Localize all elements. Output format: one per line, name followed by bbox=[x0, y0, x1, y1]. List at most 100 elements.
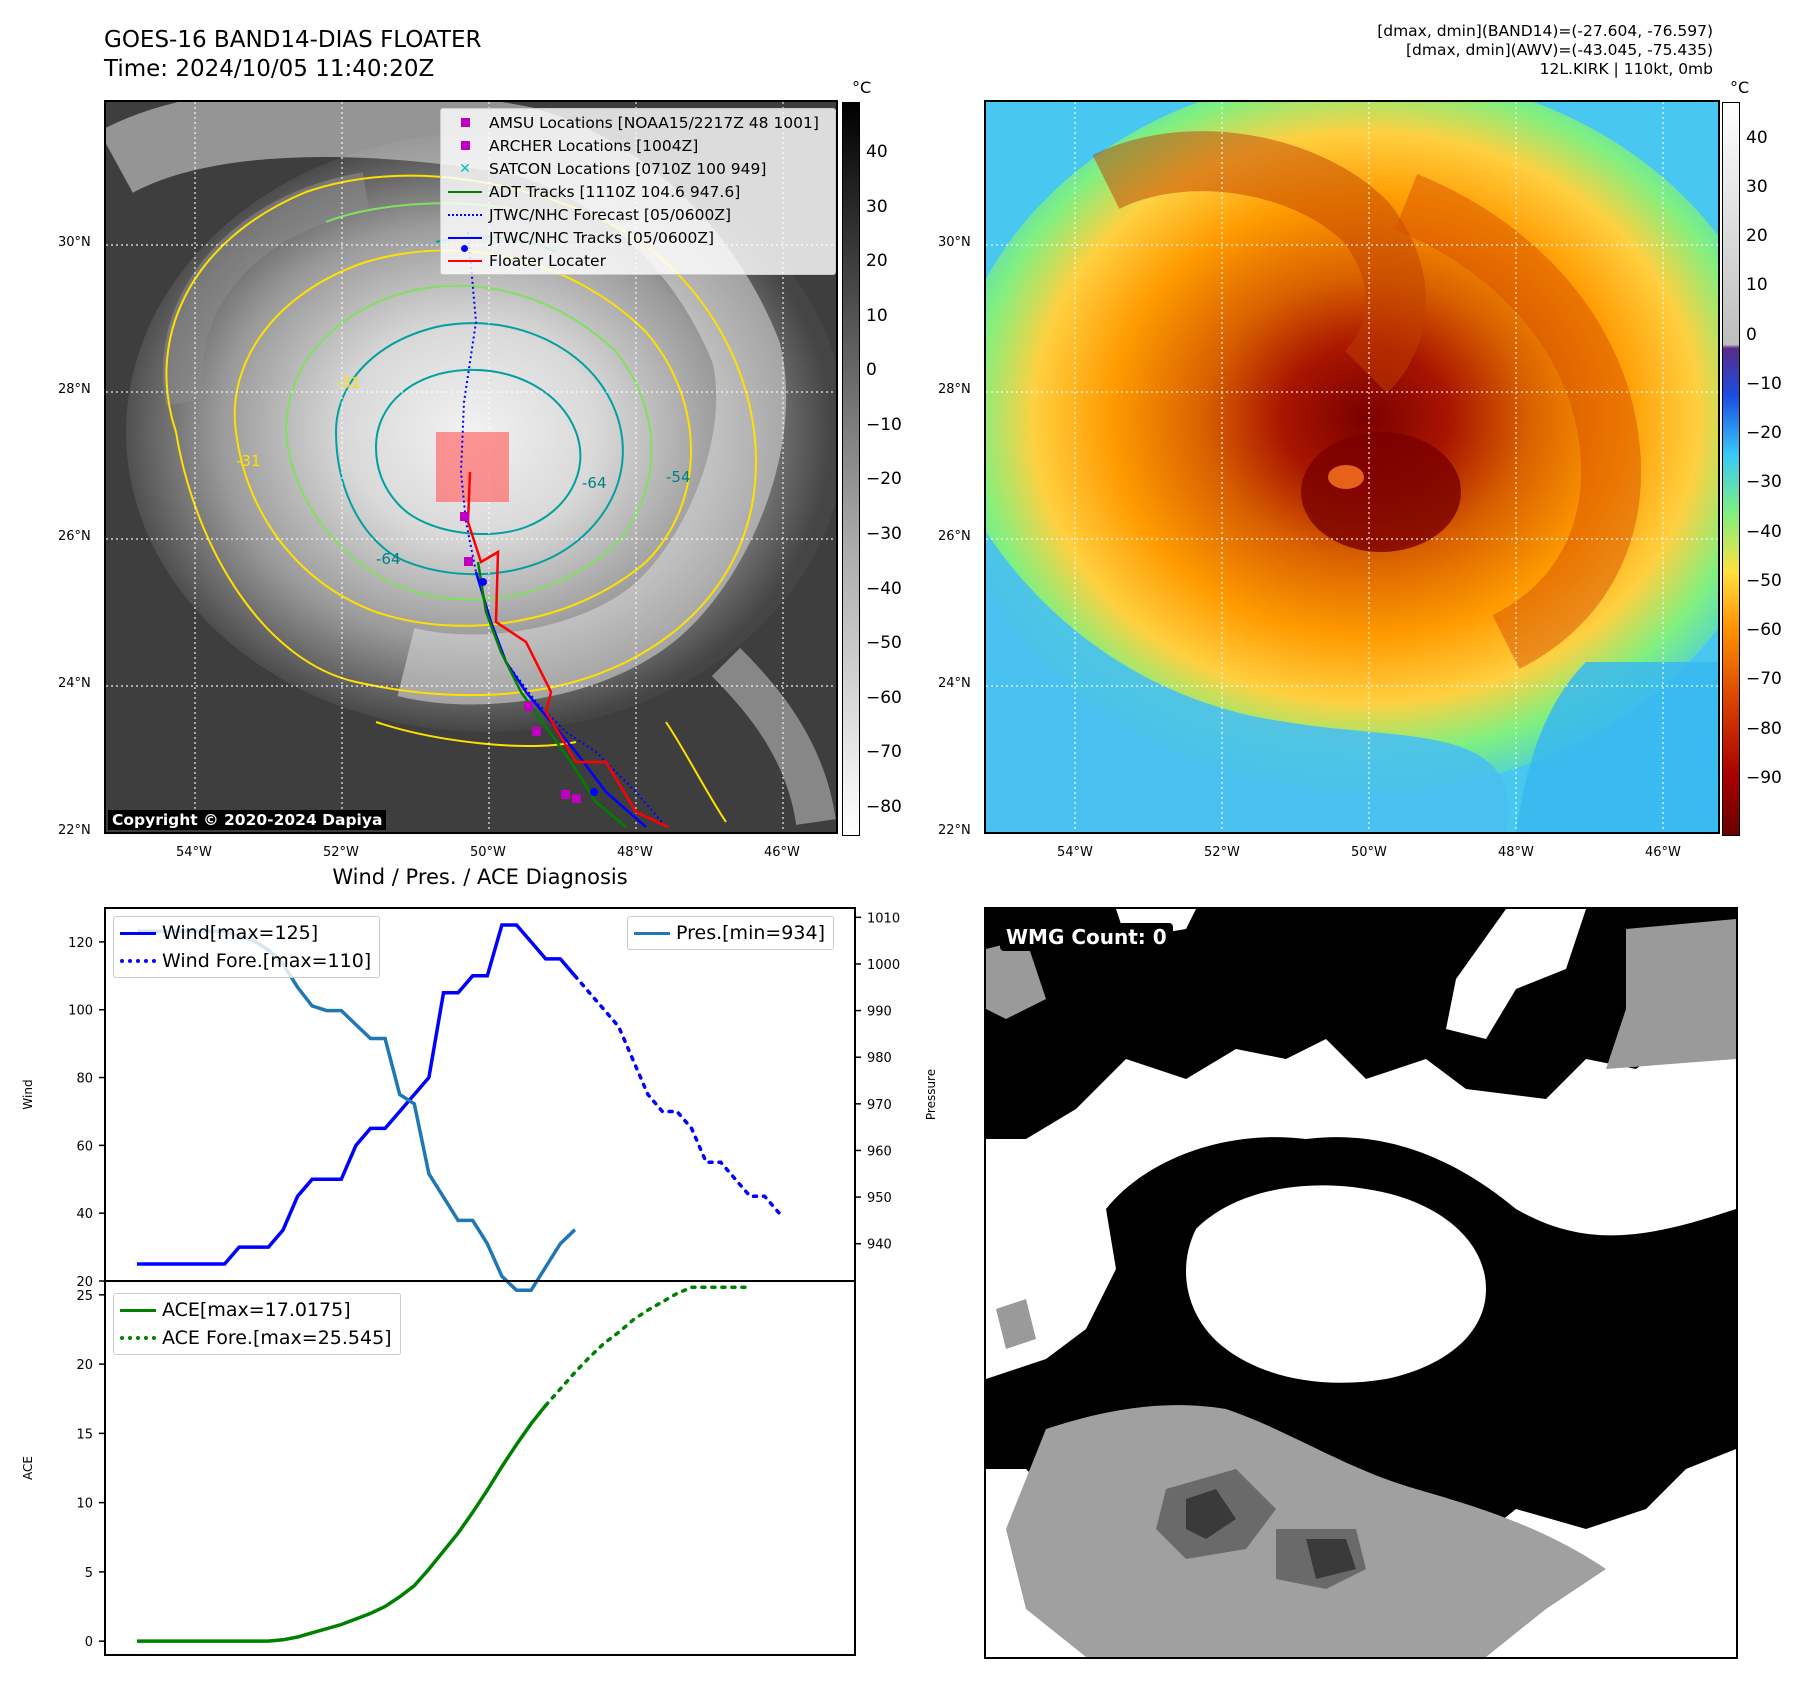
colorbar-tick: 10 bbox=[1746, 275, 1768, 296]
legend-item-amsu: AMSU Locations [NOAA15/2217Z 48 1001] bbox=[441, 111, 835, 134]
y-axis-label: ACE bbox=[21, 1456, 35, 1480]
floater-track bbox=[466, 471, 669, 829]
series-line-2 bbox=[137, 929, 577, 1293]
y-tick-label: 100 bbox=[68, 1004, 93, 1019]
colorbar-tick: −70 bbox=[1746, 669, 1782, 690]
legend-marker bbox=[114, 1308, 162, 1312]
legend-item-satcon: ✕ SATCON Locations [0710Z 100 949] bbox=[441, 157, 835, 180]
y-tick-label: 60 bbox=[76, 1139, 93, 1154]
colorbar-tick: 0 bbox=[866, 360, 877, 381]
legend-marker bbox=[114, 959, 162, 963]
colorbar-tick: 40 bbox=[866, 142, 888, 163]
ace-legend: ACE[max=17.0175] ACE Fore.[max=25.545] bbox=[113, 1293, 401, 1355]
y-tick-label: 120 bbox=[68, 936, 93, 951]
lat-label: 30°N bbox=[58, 235, 91, 250]
grayscale-colorbar bbox=[842, 102, 860, 836]
colorbar-tick: −80 bbox=[866, 796, 902, 817]
pressure-legend: Pres.[min=934] bbox=[627, 916, 834, 950]
legend-marker bbox=[114, 931, 162, 935]
colorbar-tick: −60 bbox=[866, 687, 902, 708]
lon-label: 46°W bbox=[764, 845, 800, 860]
color-colorbar-ticks: 40 30 20 10 0 −10 −20 −30 −40 −50 −60 −70 −80 −90 bbox=[1746, 102, 1796, 834]
lat-label: 26°N bbox=[938, 529, 971, 544]
legend-item-wind-forecast: Wind Fore.[max=110] bbox=[114, 947, 371, 975]
copyright-label: Copyright © 2020-2024 Dapiya bbox=[108, 810, 387, 830]
colorbar-tick: 40 bbox=[1746, 127, 1768, 148]
colorbar-tick: −50 bbox=[866, 633, 902, 654]
colorbar-tick: 20 bbox=[866, 251, 888, 272]
legend-marker bbox=[441, 141, 489, 150]
y-axis-label: Wind bbox=[21, 1079, 35, 1109]
plot-frame bbox=[104, 1280, 856, 1656]
legend-item-forecast: JTWC/NHC Forecast [05/0600Z] bbox=[441, 203, 835, 226]
y2-tick-label: 980 bbox=[867, 1051, 892, 1066]
colorbar-tick: −10 bbox=[1746, 373, 1782, 394]
y-tick-label: 20 bbox=[76, 1275, 93, 1290]
colorbar-tick: −30 bbox=[866, 523, 902, 544]
legend-item-wind: Wind[max=125] bbox=[114, 919, 371, 947]
colorbar-tick: 30 bbox=[866, 196, 888, 217]
legend-item-floater: Floater Locater bbox=[441, 249, 835, 272]
contour-label: -54 bbox=[666, 468, 691, 486]
legend-marker: ✕ bbox=[459, 160, 471, 177]
y-tick-label: 80 bbox=[76, 1072, 93, 1087]
lat-label: 30°N bbox=[938, 235, 971, 250]
color-ir-map-image bbox=[986, 102, 1718, 832]
series-line-0 bbox=[137, 1404, 548, 1643]
colorbar-tick: 0 bbox=[1746, 324, 1757, 345]
colorbar-tick: −40 bbox=[866, 578, 902, 599]
y-tick-label: 0 bbox=[85, 1635, 93, 1650]
chart-title: GOES-16 BAND14-DIAS FLOATER Time: 2024/1… bbox=[104, 26, 482, 84]
awv-range: [dmax, dmin](AWV)=(-43.045, -75.435) bbox=[1406, 41, 1713, 59]
lon-label: 48°W bbox=[1498, 845, 1534, 860]
map-legend: AMSU Locations [NOAA15/2217Z 48 1001] AR… bbox=[440, 108, 836, 275]
y2-tick-label: 970 bbox=[867, 1098, 892, 1113]
lat-label: 26°N bbox=[58, 529, 91, 544]
y2-axis-label: Pressure bbox=[924, 1069, 938, 1120]
y2-tick-label: 940 bbox=[867, 1238, 892, 1253]
legend-item-ace-forecast: ACE Fore.[max=25.545] bbox=[114, 1324, 392, 1352]
lon-label: 50°W bbox=[1351, 845, 1387, 860]
contour-label: -64 bbox=[376, 550, 401, 568]
contour-label: -64 bbox=[582, 474, 607, 492]
colorbar-tick: −20 bbox=[1746, 423, 1782, 444]
colorbar-tick: 10 bbox=[866, 305, 888, 326]
forecast-track bbox=[459, 231, 667, 828]
colorbar-tick: −70 bbox=[866, 742, 902, 763]
colorbar-tick: −10 bbox=[866, 414, 902, 435]
colorbar-tick: −90 bbox=[1746, 768, 1782, 789]
wmg-panel: WMG Count: 0 bbox=[984, 907, 1738, 1659]
legend-marker bbox=[441, 118, 489, 127]
y2-tick-label: 950 bbox=[867, 1191, 892, 1206]
grayscale-colorbar-ticks: 40 30 20 10 0 −10 −20 −30 −40 −50 −60 −70 −80 bbox=[866, 102, 926, 834]
colorbar-tick: −50 bbox=[1746, 570, 1782, 591]
legend-marker bbox=[441, 236, 489, 252]
lat-label: 28°N bbox=[938, 382, 971, 397]
legend-marker bbox=[628, 931, 676, 935]
legend-marker bbox=[441, 213, 489, 216]
colorbar-tick: −40 bbox=[1746, 521, 1782, 542]
colorbar-unit: °C bbox=[852, 78, 872, 97]
lon-label: 52°W bbox=[1204, 845, 1240, 860]
colorbar-unit: °C bbox=[1730, 78, 1750, 97]
colorbar-tick: −30 bbox=[1746, 472, 1782, 493]
lat-label: 24°N bbox=[938, 676, 971, 691]
colorbar-tick: 30 bbox=[1746, 176, 1768, 197]
ir-map-panel: AMSU Locations [NOAA15/2217Z 48 1001] AR… bbox=[104, 100, 838, 834]
series-line-1 bbox=[543, 1285, 752, 1408]
lat-label: 22°N bbox=[58, 823, 91, 838]
contour-label: -31 bbox=[336, 374, 361, 392]
series-line-0 bbox=[137, 923, 577, 1266]
y-tick-label: 20 bbox=[76, 1358, 93, 1373]
y2-tick-label: 1010 bbox=[867, 911, 900, 926]
lon-label: 50°W bbox=[470, 845, 506, 860]
legend-marker bbox=[441, 259, 489, 262]
lon-label: 54°W bbox=[176, 845, 212, 860]
wmg-image bbox=[986, 909, 1736, 1657]
color-colorbar bbox=[1722, 102, 1740, 836]
lat-label: 22°N bbox=[938, 823, 971, 838]
y-tick-label: 5 bbox=[85, 1566, 93, 1581]
colorbar-tick: −80 bbox=[1746, 718, 1782, 739]
legend-item-ace: ACE[max=17.0175] bbox=[114, 1296, 392, 1324]
contour-label: -31 bbox=[236, 452, 261, 470]
